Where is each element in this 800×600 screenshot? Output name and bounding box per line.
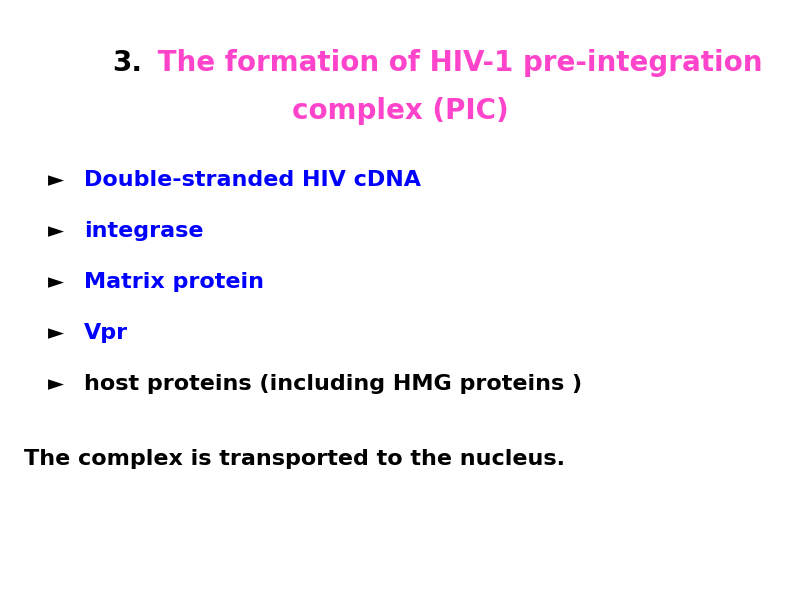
Text: ►: ► <box>48 170 64 190</box>
Text: complex (PIC): complex (PIC) <box>292 97 508 125</box>
Text: The formation of HIV-1 pre-integration: The formation of HIV-1 pre-integration <box>148 49 762 77</box>
Text: host proteins (including HMG proteins ): host proteins (including HMG proteins ) <box>84 374 582 394</box>
Text: ►: ► <box>48 323 64 343</box>
Text: Vpr: Vpr <box>84 323 128 343</box>
Text: ►: ► <box>48 221 64 241</box>
Text: The complex is transported to the nucleus.: The complex is transported to the nucleu… <box>24 449 565 469</box>
Text: ►: ► <box>48 272 64 292</box>
Text: Matrix protein: Matrix protein <box>84 272 264 292</box>
Text: 3.: 3. <box>112 49 142 77</box>
Text: integrase: integrase <box>84 221 203 241</box>
Text: ►: ► <box>48 374 64 394</box>
Text: Double-stranded HIV cDNA: Double-stranded HIV cDNA <box>84 170 421 190</box>
